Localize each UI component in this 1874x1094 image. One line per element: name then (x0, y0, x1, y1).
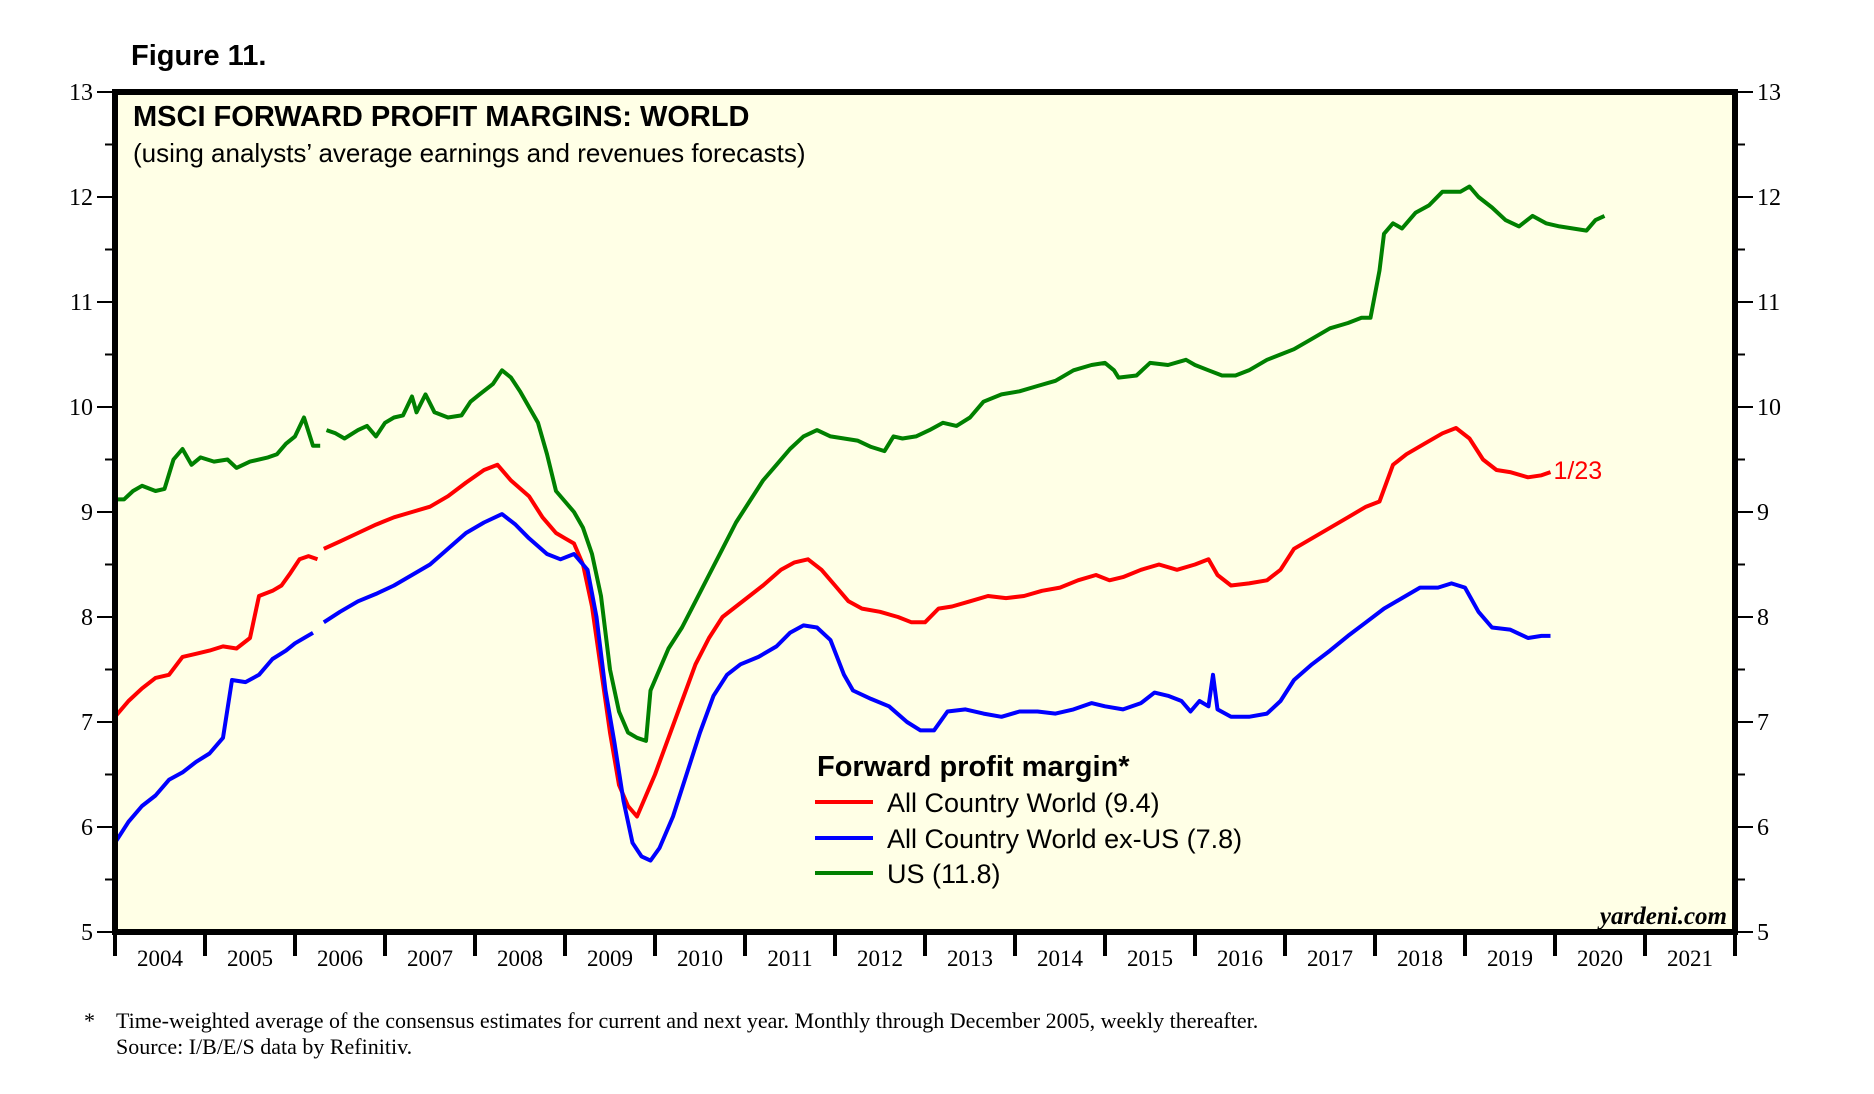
axis-layer: 5 5 6 6 7 7 8 8 9 9 10 10 11 11 12 12 13 13 2004 2005 2006 20… (69, 80, 1781, 971)
series-line-us-2 (325, 184, 1606, 743)
x-tick-label: 2010 (677, 946, 723, 971)
y-tick-label-left: 6 (81, 815, 93, 841)
x-tick-label: 2016 (1217, 946, 1263, 971)
footnote: * Time-weighted average of the consensus … (84, 1008, 1258, 1060)
y-tick-label-left: 9 (81, 500, 93, 526)
x-tick-label: 2011 (767, 946, 812, 971)
x-tick-label: 2013 (947, 946, 993, 971)
y-tick-label-right: 9 (1757, 500, 1769, 526)
x-tick-label: 2015 (1127, 946, 1173, 971)
x-tick-label: 2021 (1667, 946, 1713, 971)
x-tick-label: 2009 (587, 946, 633, 971)
series-line-all-country-world-1 (113, 554, 319, 719)
profit-margin-chart: 5 5 6 6 7 7 8 8 9 9 10 10 11 11 12 12 13 13 2004 2005 2006 20… (69, 80, 1781, 971)
chart-title: MSCI FORWARD PROFIT MARGINS: WORLD (133, 101, 749, 133)
x-tick-label: 2017 (1307, 946, 1353, 971)
x-tick-label: 2014 (1037, 946, 1084, 971)
y-tick-label-right: 12 (1757, 185, 1781, 211)
x-tick-label: 2004 (137, 946, 184, 971)
y-tick-label-left: 8 (81, 605, 93, 631)
legend-label-acw: All Country World (9.4) (887, 788, 1160, 818)
y-tick-label-left: 12 (69, 185, 93, 211)
x-tick-label: 2005 (227, 946, 273, 971)
series-line-all-country-world-2 (322, 426, 1552, 819)
x-tick-label: 2020 (1577, 946, 1623, 971)
y-tick-label-left: 7 (81, 710, 93, 736)
footnote-text: Time-weighted average of the consensus e… (116, 1008, 1259, 1033)
y-tick-label-right: 13 (1757, 80, 1781, 106)
y-tick-label-right: 11 (1757, 290, 1780, 316)
legend-label-acw-ex-us: All Country World ex-US (7.8) (887, 824, 1242, 854)
x-tick-label: 2006 (317, 946, 363, 971)
plot-background (115, 92, 1735, 932)
figure-label: Figure 11. (131, 40, 267, 72)
series-layer (113, 184, 1606, 863)
x-tick-label: 2007 (407, 946, 453, 971)
y-tick-label-right: 5 (1757, 920, 1769, 946)
x-tick-label: 2019 (1487, 946, 1533, 971)
x-tick-label: 2008 (497, 946, 543, 971)
y-tick-label-right: 8 (1757, 605, 1769, 631)
series-line-us-1 (115, 415, 321, 502)
chart-subtitle: (using analysts’ average earnings and re… (133, 138, 806, 168)
y-tick-label-right: 7 (1757, 710, 1769, 736)
series-line-all-country-world-ex-us-2 (322, 512, 1551, 863)
footnote-source: Source: I/B/E/S data by Refinitiv. (116, 1034, 413, 1059)
series-line-all-country-world-ex-us-1 (113, 631, 315, 844)
watermark: yardeni.com (1597, 903, 1727, 930)
y-tick-label-left: 11 (70, 290, 93, 316)
end-date-annotation: 1/23 (1554, 457, 1603, 485)
footnote-line-1: * Time-weighted average of the consensus … (84, 1008, 1258, 1034)
y-tick-label-right: 6 (1757, 815, 1769, 841)
footnote-marker: * (84, 1008, 95, 1033)
y-tick-label-left: 5 (81, 920, 93, 946)
legend: Forward profit margin* All Country World… (815, 751, 1242, 889)
y-tick-label-left: 13 (69, 80, 93, 106)
y-tick-label-left: 10 (69, 395, 93, 421)
legend-label-us: US (11.8) (887, 859, 1001, 889)
y-tick-label-right: 10 (1757, 395, 1781, 421)
x-tick-label: 2018 (1397, 946, 1443, 971)
legend-title: Forward profit margin* (817, 751, 1130, 783)
x-tick-label: 2012 (857, 946, 903, 971)
